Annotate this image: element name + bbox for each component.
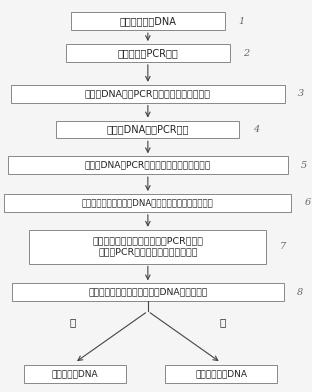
Text: 5: 5 bbox=[301, 161, 307, 170]
Text: 7: 7 bbox=[280, 242, 286, 251]
Text: 亚硫酸盐处理DNA: 亚硫酸盐处理DNA bbox=[119, 16, 176, 26]
Text: 设计并合成PCR引物: 设计并合成PCR引物 bbox=[118, 48, 178, 58]
FancyBboxPatch shape bbox=[11, 85, 285, 103]
Text: 是: 是 bbox=[70, 317, 76, 327]
Text: 否: 否 bbox=[220, 317, 226, 327]
Text: 8: 8 bbox=[297, 288, 304, 297]
Text: 对标准DNA进行PCR扩增，并测定解链温度: 对标准DNA进行PCR扩增，并测定解链温度 bbox=[85, 89, 211, 98]
FancyBboxPatch shape bbox=[4, 194, 291, 212]
Text: 6: 6 bbox=[305, 198, 311, 207]
Text: 3: 3 bbox=[298, 89, 305, 98]
Text: 不存在甲基化DNA: 不存在甲基化DNA bbox=[195, 369, 247, 378]
Text: 4: 4 bbox=[253, 125, 259, 134]
Text: 对待测DNA进行PCR扩增: 对待测DNA进行PCR扩增 bbox=[107, 125, 189, 134]
Text: 2: 2 bbox=[243, 49, 250, 58]
Text: 将待测DNA的PCR扩增产物加热至一特定温度: 将待测DNA的PCR扩增产物加热至一特定温度 bbox=[85, 161, 211, 170]
FancyBboxPatch shape bbox=[29, 230, 266, 263]
FancyBboxPatch shape bbox=[56, 120, 239, 138]
Text: 立即冷却，加入对单链DNA敏感的核酸内切酶进行消化: 立即冷却，加入对单链DNA敏感的核酸内切酶进行消化 bbox=[82, 198, 214, 207]
Text: 1: 1 bbox=[238, 17, 245, 26]
FancyBboxPatch shape bbox=[66, 44, 230, 62]
Text: 判断样品中是否存在于甲基化DNA一致的信号: 判断样品中是否存在于甲基化DNA一致的信号 bbox=[88, 288, 207, 297]
FancyBboxPatch shape bbox=[71, 12, 225, 30]
FancyBboxPatch shape bbox=[12, 283, 284, 301]
FancyBboxPatch shape bbox=[23, 365, 126, 383]
FancyBboxPatch shape bbox=[8, 156, 288, 174]
Text: 以荧光标记的尾引物进行二次PCR扩增，
并测定PCR产物在毛细管电泳迁移率: 以荧光标记的尾引物进行二次PCR扩增， 并测定PCR产物在毛细管电泳迁移率 bbox=[92, 237, 203, 256]
FancyBboxPatch shape bbox=[165, 365, 277, 383]
Text: 存在甲基化DNA: 存在甲基化DNA bbox=[51, 369, 98, 378]
